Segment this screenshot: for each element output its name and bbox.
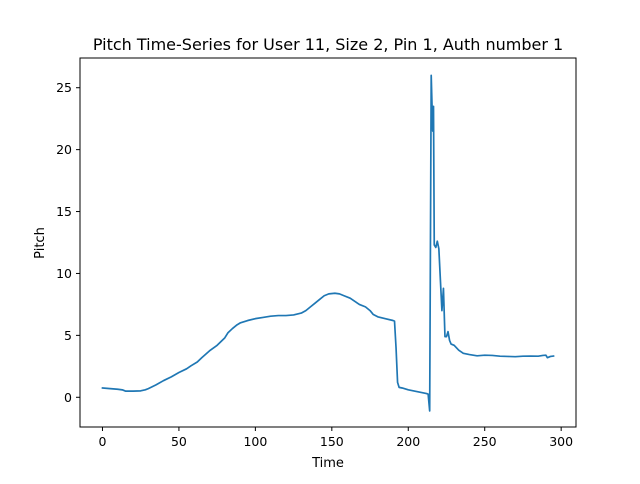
y-axis-label: Pitch [33, 227, 48, 259]
x-tick-label: 100 [243, 434, 267, 449]
x-tick-label: 300 [549, 434, 573, 449]
plot-area [101, 74, 555, 412]
series-line-0 [101, 74, 555, 412]
y-tick-label: 10 [56, 266, 72, 281]
y-tick-label: 20 [56, 142, 72, 157]
x-tick-label: 50 [171, 434, 187, 449]
y-tick-label: 5 [64, 328, 72, 343]
y-tick-label: 15 [56, 204, 72, 219]
x-tick-label: 0 [98, 434, 106, 449]
x-axis-label: Time [311, 456, 344, 471]
y-axis: 0 5 10 15 20 25 [56, 80, 80, 405]
y-tick-label: 0 [64, 390, 72, 405]
x-tick-label: 250 [473, 434, 497, 449]
axes-frame [79, 57, 577, 428]
x-axis: 0 50 100 150 200 250 300 [98, 427, 573, 449]
y-tick-label: 25 [56, 80, 72, 95]
x-tick-label: 200 [396, 434, 420, 449]
x-tick-label: 150 [320, 434, 344, 449]
chart-title: Pitch Time-Series for User 11, Size 2, P… [93, 35, 563, 54]
